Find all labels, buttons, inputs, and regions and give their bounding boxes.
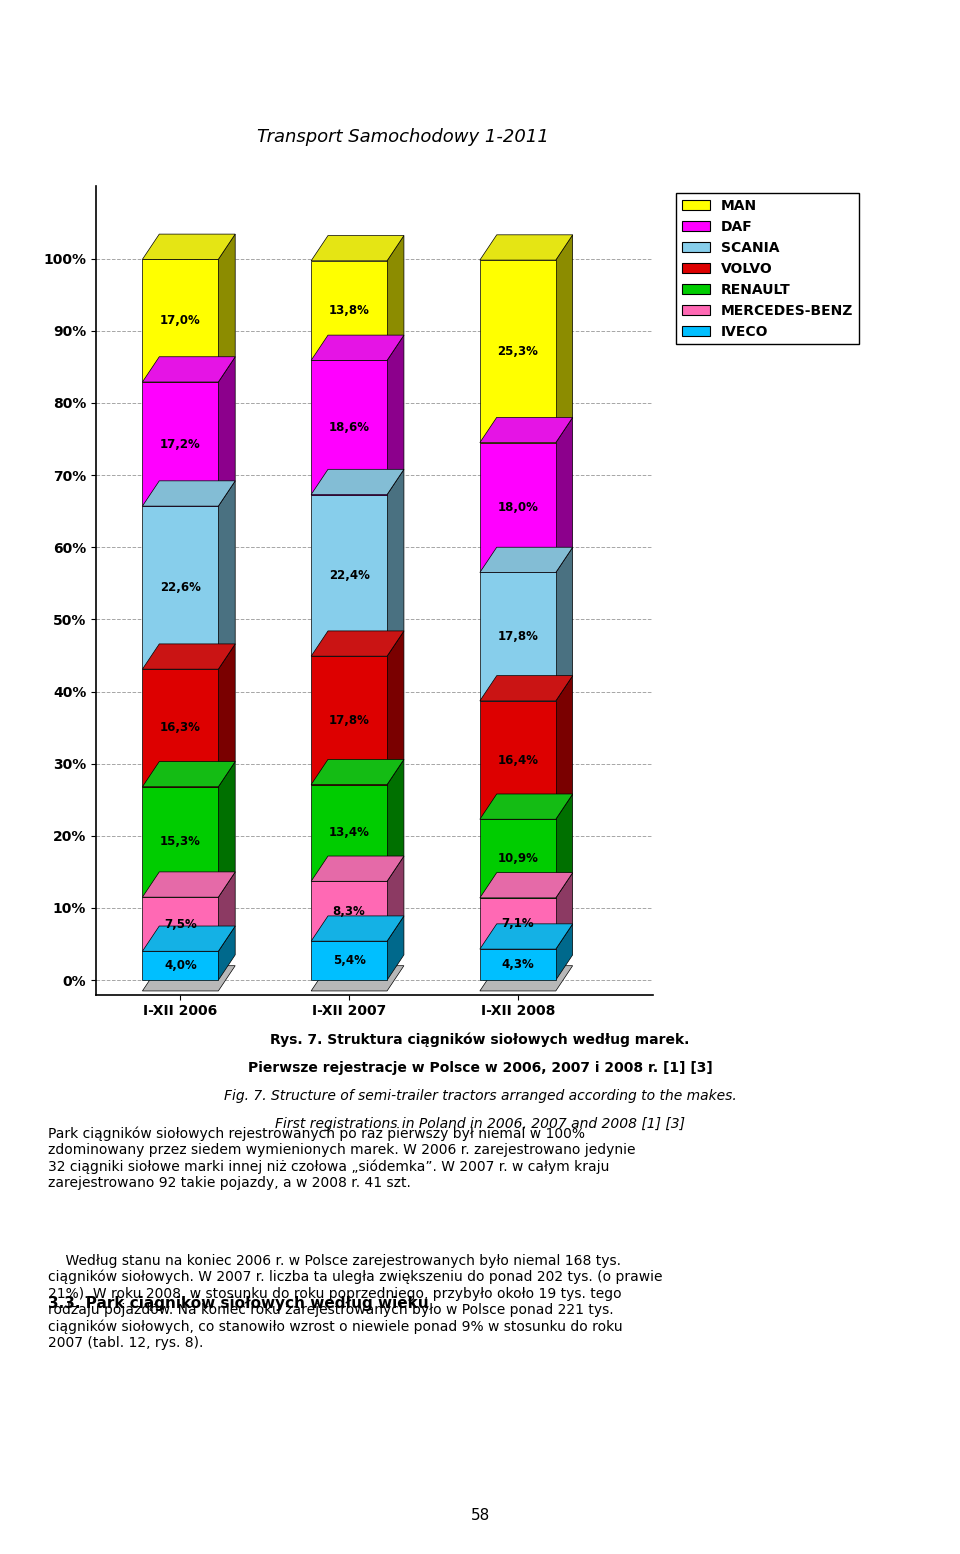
Text: Rys. 7. Struktura ciągników siołowych według marek.: Rys. 7. Struktura ciągników siołowych we… [271,1033,689,1047]
Polygon shape [142,260,218,382]
Polygon shape [142,786,218,897]
Text: Transport Samochodowy 1-2011: Transport Samochodowy 1-2011 [257,127,549,146]
Text: 7,1%: 7,1% [501,917,534,929]
Polygon shape [311,656,387,785]
Polygon shape [480,443,556,572]
Polygon shape [218,643,235,786]
Text: 22,4%: 22,4% [328,569,370,581]
Text: 13,8%: 13,8% [328,305,370,317]
Polygon shape [311,760,404,785]
Polygon shape [387,336,404,494]
Text: 17,8%: 17,8% [328,713,370,727]
Text: 16,3%: 16,3% [160,721,201,735]
Polygon shape [142,480,235,507]
Polygon shape [480,418,573,443]
Text: Fig. 7. Structure of semi-trailer tractors arranged according to the makes.: Fig. 7. Structure of semi-trailer tracto… [224,1089,736,1103]
Polygon shape [142,382,218,507]
Text: 4,3%: 4,3% [501,959,534,971]
Polygon shape [311,631,404,656]
Polygon shape [556,923,573,981]
Text: 25,3%: 25,3% [497,345,539,357]
Text: 17,8%: 17,8% [497,631,539,643]
Polygon shape [142,965,235,991]
Polygon shape [480,898,556,949]
Polygon shape [142,761,235,786]
Polygon shape [556,235,573,443]
Text: Park ciągników siołowych rejestrowanych po raz pierwszy był niemal w 100%
zdomin: Park ciągników siołowych rejestrowanych … [48,1127,636,1190]
Polygon shape [480,923,573,949]
Polygon shape [480,949,556,981]
Polygon shape [142,507,218,670]
Polygon shape [218,926,235,981]
Text: 5,4%: 5,4% [333,954,366,967]
Polygon shape [142,951,218,981]
Polygon shape [387,631,404,785]
Text: Pierwsze rejestracje w Polsce w 2006, 2007 i 2008 r. [1] [3]: Pierwsze rejestracje w Polsce w 2006, 20… [248,1061,712,1075]
Text: 8,3%: 8,3% [333,904,366,918]
Text: 22,6%: 22,6% [160,581,201,594]
Polygon shape [142,643,235,670]
Polygon shape [387,915,404,981]
Polygon shape [556,418,573,572]
Polygon shape [556,547,573,701]
Polygon shape [311,856,404,881]
Text: 58: 58 [470,1507,490,1523]
Polygon shape [311,785,387,881]
Text: 15,3%: 15,3% [160,836,201,848]
Text: 17,0%: 17,0% [160,314,201,328]
Polygon shape [480,572,556,701]
Polygon shape [311,881,387,942]
Polygon shape [142,926,235,951]
Polygon shape [142,357,235,382]
Polygon shape [311,915,404,942]
Polygon shape [311,494,387,656]
Polygon shape [556,794,573,898]
Polygon shape [480,260,556,443]
Polygon shape [218,235,235,382]
Polygon shape [311,236,404,261]
Polygon shape [480,235,573,260]
Legend: MAN, DAF, SCANIA, VOLVO, RENAULT, MERCEDES-BENZ, IVECO: MAN, DAF, SCANIA, VOLVO, RENAULT, MERCED… [677,193,859,343]
Text: 3.3. Park ciągników siołowych według wieku: 3.3. Park ciągników siołowych według wie… [48,1296,428,1312]
Text: 4,0%: 4,0% [164,959,197,973]
Polygon shape [480,965,573,991]
Text: 16,4%: 16,4% [497,754,539,766]
Text: 17,2%: 17,2% [160,438,201,451]
Polygon shape [556,873,573,949]
Polygon shape [218,872,235,951]
Polygon shape [218,357,235,507]
Polygon shape [387,856,404,942]
Polygon shape [142,670,218,786]
Polygon shape [311,336,404,361]
Polygon shape [142,897,218,951]
Polygon shape [480,547,573,572]
Polygon shape [142,235,235,260]
Text: 18,0%: 18,0% [497,500,539,514]
Polygon shape [480,676,573,701]
Polygon shape [311,469,404,494]
Polygon shape [387,760,404,881]
Text: First registrations in Poland in 2006, 2007 and 2008 [1] [3]: First registrations in Poland in 2006, 2… [275,1117,685,1131]
Polygon shape [556,676,573,819]
Polygon shape [311,942,387,981]
Polygon shape [480,873,573,898]
Polygon shape [387,469,404,656]
Polygon shape [387,236,404,361]
Text: 7,5%: 7,5% [164,918,197,931]
Polygon shape [480,794,573,819]
Text: 10,9%: 10,9% [497,852,539,866]
Text: 18,6%: 18,6% [328,421,370,434]
Polygon shape [480,701,556,819]
Polygon shape [311,965,404,991]
Polygon shape [311,261,387,361]
Polygon shape [218,480,235,670]
Polygon shape [142,872,235,897]
Polygon shape [480,819,556,898]
Polygon shape [311,361,387,494]
Polygon shape [218,761,235,897]
Text: Według stanu na koniec 2006 r. w Polsce zarejestrowanych było niemal 168 tys.
ci: Według stanu na koniec 2006 r. w Polsce … [48,1254,662,1350]
Text: 13,4%: 13,4% [328,827,370,839]
